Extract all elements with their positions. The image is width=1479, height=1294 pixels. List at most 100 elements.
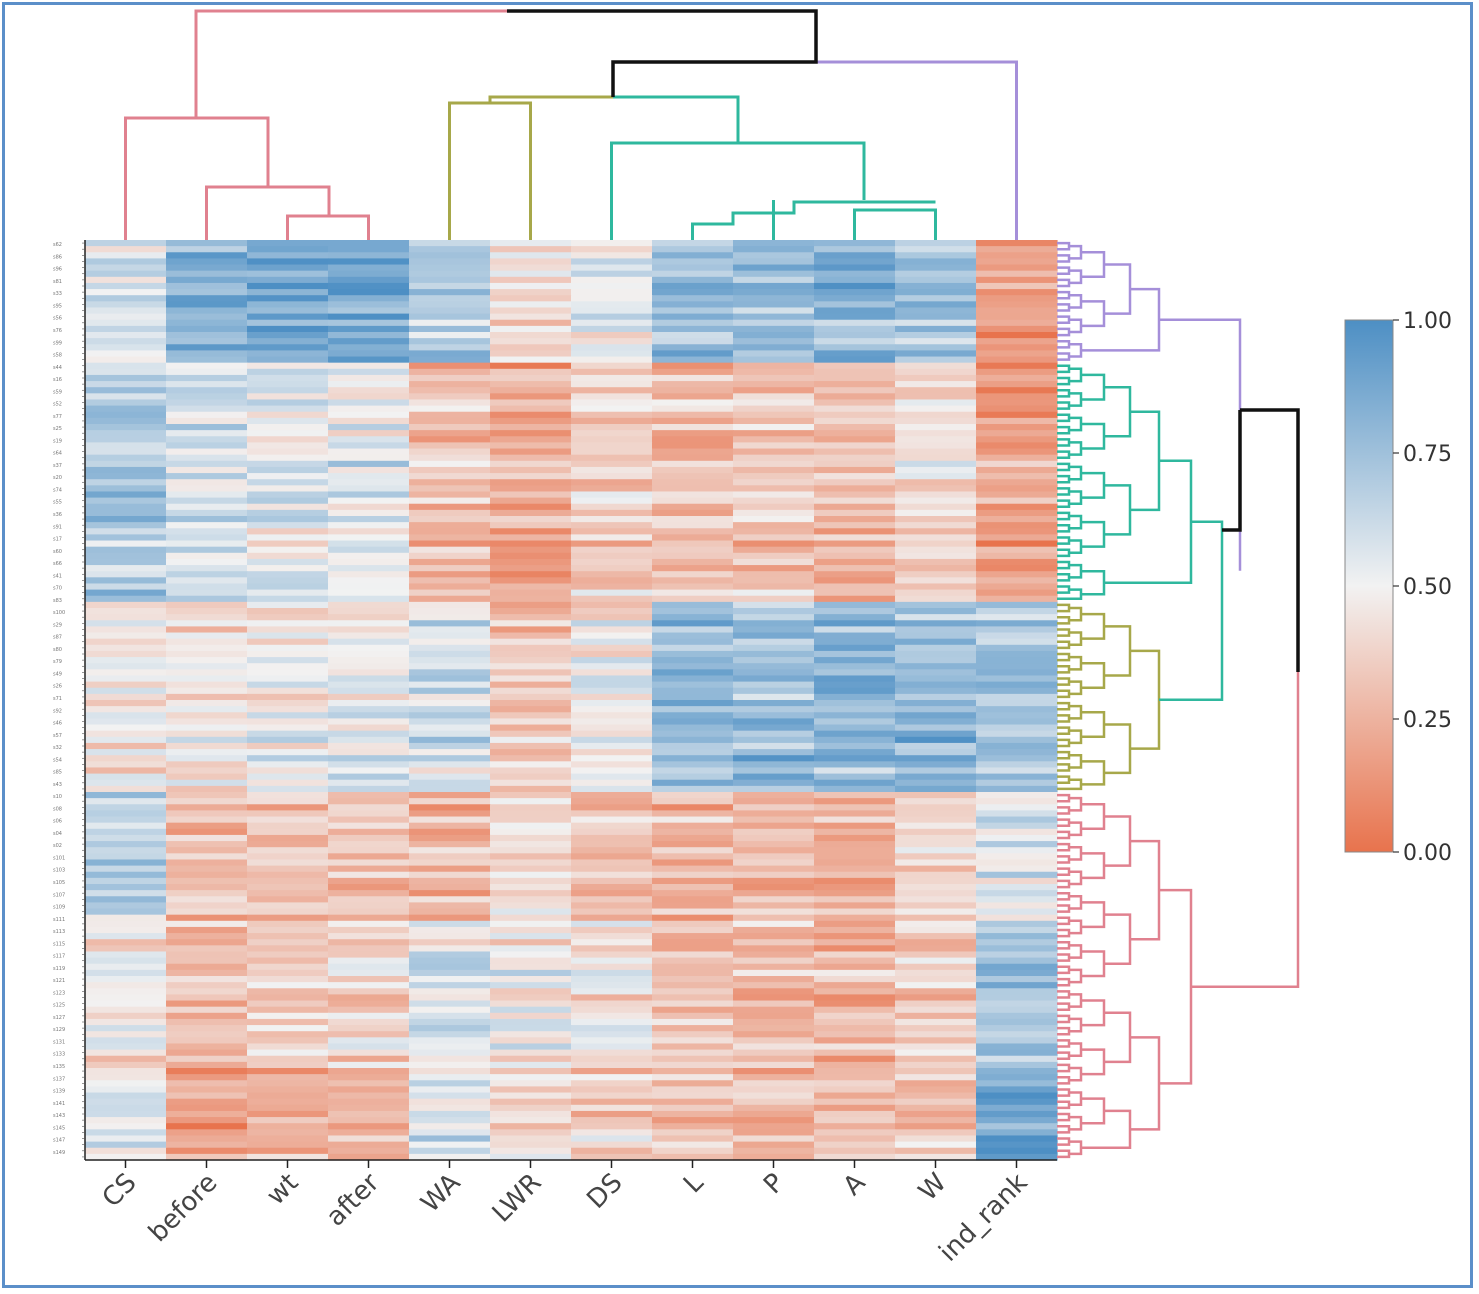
heatmap-cell [976,368,1058,376]
heatmap-cell [976,792,1058,799]
heatmap-cell [571,657,653,664]
row-dendrogram-link [1057,953,1071,962]
heatmap-cell [976,558,1058,566]
row-label: s10 [53,794,62,800]
heatmap-cell [814,350,896,358]
heatmap-cell [814,289,896,296]
heatmap-cell [409,552,491,560]
heatmap-cell [166,926,248,934]
heatmap-cell [328,608,410,615]
row-dendrogram-link [1057,763,1071,772]
heatmap-cell [814,509,896,517]
heatmap-cell [814,669,896,677]
heatmap-cell [247,350,329,358]
heatmap-cell [490,1037,572,1045]
heatmap-cell [409,301,491,309]
heatmap-cell [895,430,977,437]
heatmap-cell [490,614,572,621]
heatmap-cell [895,319,977,327]
heatmap-cell [814,890,896,897]
heatmap-cell [490,258,572,266]
heatmap-cell [652,448,734,456]
heatmap-cell [571,1104,653,1112]
heatmap-cell [166,1098,248,1106]
row-dendrogram-link [1069,895,1083,910]
heatmap-cell [166,534,248,542]
heatmap-cell [976,693,1058,701]
heatmap-cell [85,307,167,315]
heatmap-cell [247,381,329,388]
colorbar-tick-label: 0.25 [1403,708,1452,733]
heatmap-cell [490,319,572,327]
heatmap-cell [733,473,815,480]
heatmap-cell [166,657,248,664]
heatmap-cell [571,767,653,775]
heatmap-cell [571,712,653,719]
heatmap-cell [85,632,167,640]
heatmap-cell [895,1092,977,1100]
column-dendrogram-link [816,60,1018,240]
heatmap-cell [409,577,491,585]
heatmap-cell [733,822,815,830]
heatmap-cell [409,742,491,750]
heatmap-cell [652,693,734,701]
heatmap-cell [85,1153,167,1161]
heatmap-cell [328,773,410,781]
heatmap-cell [814,1018,896,1026]
heatmap-cell [490,779,572,787]
heatmap-cell [166,706,248,713]
heatmap-cell [976,1117,1058,1124]
heatmap-cell [85,773,167,781]
heatmap-cell [85,448,167,456]
row-dendrogram-link [1057,1002,1071,1011]
heatmap-cell [652,730,734,738]
heatmap-cell [814,270,896,278]
heatmap-cell [733,282,815,290]
heatmap-cell [328,1110,410,1118]
heatmap-cell [409,405,491,413]
heatmap-cell [814,246,896,253]
row-dendrogram-link [1069,318,1083,334]
heatmap-cell [733,552,815,560]
heatmap-cell [733,295,815,302]
heatmap-cell [652,939,734,946]
heatmap-cell [166,460,248,468]
heatmap-cell [247,552,329,560]
heatmap-cell [247,626,329,634]
heatmap-cell [571,847,653,854]
heatmap-cell [328,693,410,701]
heatmap-cell [733,1025,815,1032]
heatmap-cell [166,669,248,677]
heatmap-cell [733,399,815,407]
heatmap-cell [814,706,896,713]
heatmap-cell [85,583,167,591]
heatmap-cell [814,454,896,462]
heatmap-cell [85,362,167,370]
heatmap-cell [85,246,167,253]
heatmap-cell [652,246,734,253]
heatmap-cell [652,1129,734,1137]
heatmap-cell [976,620,1058,627]
heatmap-cell [814,466,896,474]
heatmap-cell [814,920,896,928]
heatmap-cell [814,650,896,658]
heatmap-cell [571,871,653,879]
heatmap-cell [247,516,329,523]
heatmap-cell [490,516,572,523]
row-dendrogram-link [1081,471,1106,499]
heatmap-cell [652,804,734,811]
row-dendrogram-link [1081,661,1106,689]
heatmap-cell [976,706,1058,713]
heatmap-cell [652,1037,734,1045]
row-label: s100 [53,610,65,616]
row-dendrogram-link [1057,1112,1071,1122]
heatmap-cell [814,902,896,910]
heatmap-cell [814,601,896,609]
heatmap-cell [652,914,734,922]
heatmap-cell [166,497,248,505]
heatmap-cell [328,988,410,995]
row-dendrogram-link [1081,520,1106,548]
heatmap-cell [976,859,1058,867]
heatmap-cell [166,454,248,462]
heatmap-cell [733,362,815,370]
